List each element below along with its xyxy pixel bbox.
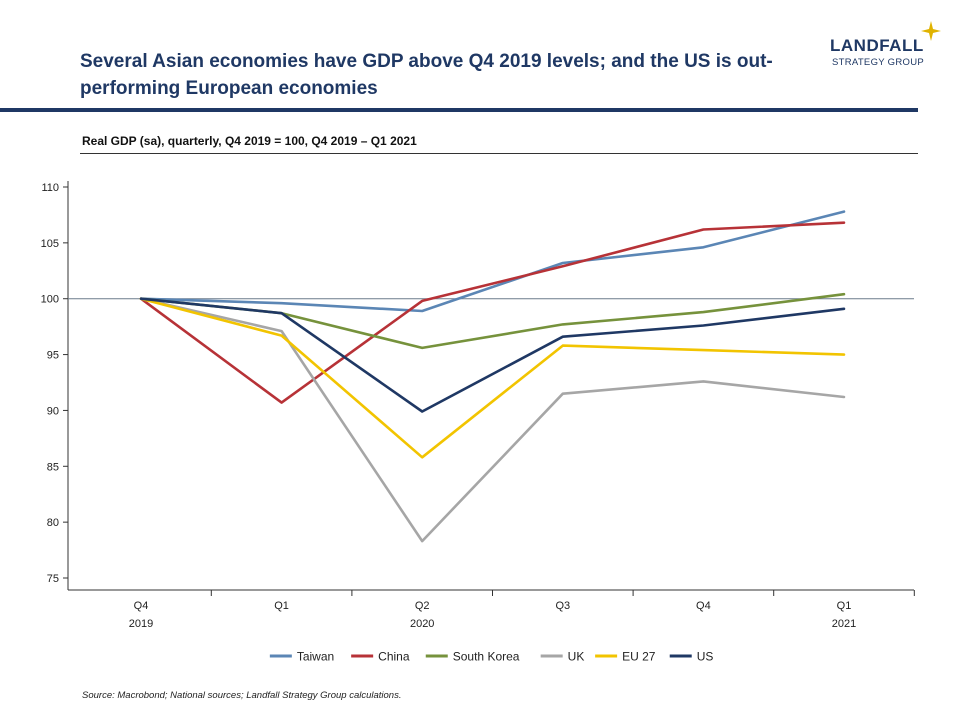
y-tick-label: 100: [41, 294, 59, 306]
series-line-china: [139, 221, 846, 404]
subtitle-divider: [80, 153, 918, 154]
x-year-label: 2021: [832, 618, 856, 630]
x-tick-label: Q3: [555, 600, 570, 612]
legend-label: UK: [568, 650, 585, 664]
series-line-eu-27: [139, 297, 846, 459]
y-tick-label: 105: [41, 238, 59, 250]
series-line-taiwan: [139, 210, 846, 313]
y-tick-label: 90: [47, 405, 59, 417]
source-note: Source: Macrobond; National sources; Lan…: [82, 690, 402, 701]
x-tick-label: Q1: [837, 600, 852, 612]
chart-subtitle: Real GDP (sa), quarterly, Q4 2019 = 100,…: [82, 134, 417, 148]
series-line-us: [139, 297, 846, 413]
chart-title: Several Asian economies have GDP above Q…: [80, 51, 773, 99]
x-year-label: 2019: [129, 618, 153, 630]
x-tick-label: Q1: [274, 600, 289, 612]
legend-label: South Korea: [453, 650, 520, 664]
y-tick-label: 95: [47, 350, 59, 362]
y-tick-label: 80: [47, 517, 59, 529]
header-divider: [0, 108, 918, 112]
company-logo: LANDFALL STRATEGY GROUP: [826, 21, 941, 76]
y-tick-label: 85: [47, 461, 59, 473]
x-tick-label: Q4: [134, 600, 149, 612]
y-tick-label: 75: [47, 573, 59, 585]
x-year-label: 2020: [410, 618, 434, 630]
logo-tagline: STRATEGY GROUP: [832, 57, 925, 68]
star-icon: [921, 21, 941, 41]
legend-label: China: [378, 650, 410, 664]
x-tick-label: Q4: [696, 600, 711, 612]
legend-label: US: [697, 650, 714, 664]
legend-label: EU 27: [622, 650, 656, 664]
series-line-uk: [139, 297, 846, 543]
logo-wordmark: LANDFALL: [830, 36, 924, 55]
y-tick-label: 110: [41, 182, 59, 194]
x-tick-label: Q2: [415, 600, 430, 612]
legend-label: Taiwan: [297, 650, 334, 664]
